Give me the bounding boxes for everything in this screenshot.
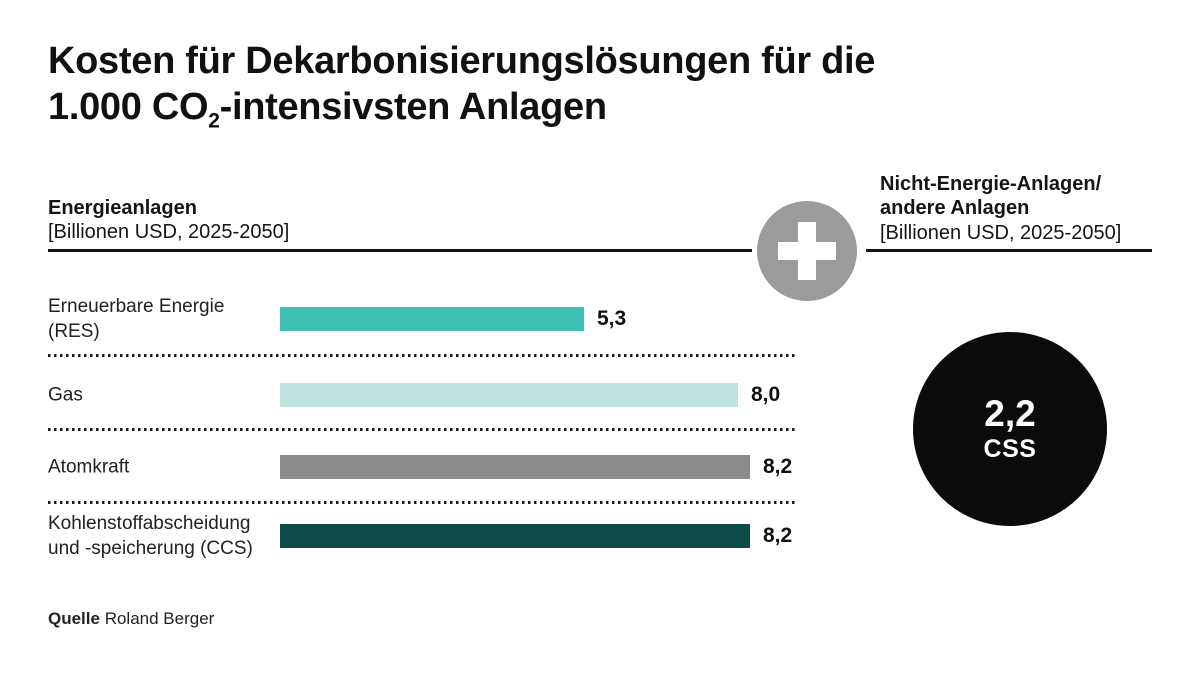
bar: [280, 455, 750, 479]
right-panel-heading: Nicht-Energie-Anlagen/ andere Anlagen [B…: [880, 172, 1121, 245]
bar-value: 8,0: [751, 383, 781, 406]
page-title: Kosten für Dekarbonisierungslösungen für…: [48, 38, 876, 133]
right-panel-title-line2: andere Anlagen: [880, 197, 1030, 220]
bar-label: Erneuerbare Energie (RES): [48, 295, 225, 342]
right-divider-rule: [866, 249, 1152, 252]
bar-value: 5,3: [597, 307, 627, 330]
bar-value: 8,2: [763, 455, 793, 478]
bar: [280, 383, 738, 407]
title-line1: Kosten für Dekarbonisierungslösungen für…: [48, 40, 876, 82]
non-energy-circle: 2,2 CSS: [913, 332, 1107, 526]
left-panel-title: Energieanlagen: [48, 197, 197, 219]
bar-value: 8,2: [763, 524, 793, 547]
bar: [280, 524, 750, 548]
plus-icon: [757, 201, 857, 301]
circle-label: CSS: [983, 435, 1037, 464]
left-divider-rule: [48, 249, 752, 252]
left-panel-heading: Energieanlagen [Billionen USD, 2025-2050…: [48, 196, 289, 245]
co2-subscript: 2: [208, 109, 220, 133]
source-label: Quelle: [48, 609, 100, 628]
bar-row-ccs: Kohlenstoffabscheidung und -speicherung …: [0, 513, 1200, 559]
bar: [280, 307, 584, 331]
bar-label: Atomkraft: [48, 456, 130, 478]
dotted-separator: [48, 501, 798, 504]
bar-row-gas: Gas 8,0: [0, 383, 1200, 407]
title-line2-pre: 1.000 CO: [48, 86, 209, 129]
source-value: Roland Berger: [104, 609, 215, 628]
right-panel-title-line1: Nicht-Energie-Anlagen/: [880, 173, 1102, 195]
circle-value: 2,2: [984, 392, 1036, 434]
plus-icon-horizontal-arm: [778, 242, 836, 260]
bar-label: Gas: [48, 384, 83, 406]
dotted-separator: [48, 354, 798, 357]
left-panel-unit: [Billionen USD, 2025-2050]: [48, 221, 290, 244]
right-panel-unit: [Billionen USD, 2025-2050]: [880, 221, 1122, 244]
bar-label: Kohlenstoffabscheidung und -speicherung …: [48, 512, 253, 559]
source-note: Quelle Roland Berger: [48, 609, 214, 629]
dotted-separator: [48, 428, 798, 431]
bar-row-erneuerbare-energie: Erneuerbare Energie (RES) 5,3: [0, 296, 1200, 342]
title-line2-post: -intensivsten Anlagen: [219, 86, 607, 129]
bar-row-atomkraft: Atomkraft 8,2: [0, 455, 1200, 479]
